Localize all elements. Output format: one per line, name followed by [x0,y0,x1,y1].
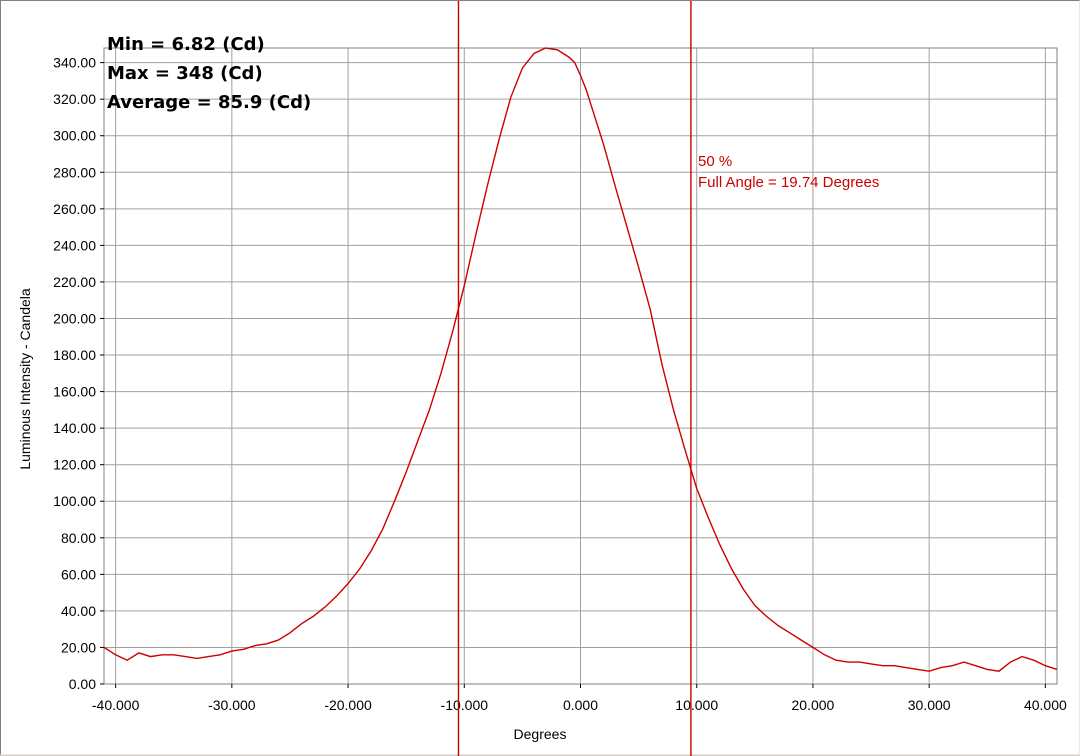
average-stat: Average = 85.9 (Cd) [107,92,311,113]
x-axis-label: Degrees [514,726,567,742]
y-tick-label: 20.00 [61,639,96,655]
half-max-markers [457,1,692,756]
y-tick-label: 80.00 [61,530,96,546]
y-tick-label: 220.00 [53,274,96,290]
y-tick-label: 320.00 [53,91,96,107]
full-angle-label: Full Angle = 19.74 Degrees [698,174,879,191]
y-tick-label: 120.00 [53,457,96,473]
y-tick-label: 340.00 [53,55,96,71]
x-tick-label: 40.000 [1024,697,1067,713]
y-tick-label: 280.00 [53,164,96,180]
y-tick-label: 60.00 [61,566,96,582]
x-tick-label: -20.000 [324,697,372,713]
y-tick-label: 240.00 [53,237,96,253]
y-tick-label: 180.00 [53,347,96,363]
y-axis-ticks: 0.00 20.00 40.00 60.00 80.00 100.00 120.00 140.… [53,55,104,692]
x-tick-label: 20.000 [792,697,835,713]
y-axis-label: Luminous Intensity - Candela [17,288,33,470]
x-tick-label: -40.000 [92,697,140,713]
x-tick-label: 0.000 [563,697,598,713]
half-max-label: 50 % [698,153,732,170]
x-tick-label: 10.000 [675,697,718,713]
intensity-curve [103,47,1058,672]
y-tick-label: 300.00 [53,128,96,144]
x-axis-ticks: -40.000 -30.000 -20.000 -10.000 0.000 10.000 2… [92,684,1067,713]
y-tick-label: 160.00 [53,384,96,400]
x-tick-label: -30.000 [208,697,256,713]
y-tick-label: 140.00 [53,420,96,436]
max-stat: Max = 348 (Cd) [107,63,263,84]
min-stat: Min = 6.82 (Cd) [107,34,265,55]
y-tick-label: 0.00 [69,676,96,692]
vertical-grid [115,48,1046,684]
y-tick-label: 40.00 [61,603,96,619]
y-tick-label: 260.00 [53,201,96,217]
y-tick-label: 200.00 [53,310,96,326]
y-tick-label: 100.00 [53,493,96,509]
x-tick-label: 30.000 [908,697,951,713]
x-tick-label: -10.000 [441,697,489,713]
